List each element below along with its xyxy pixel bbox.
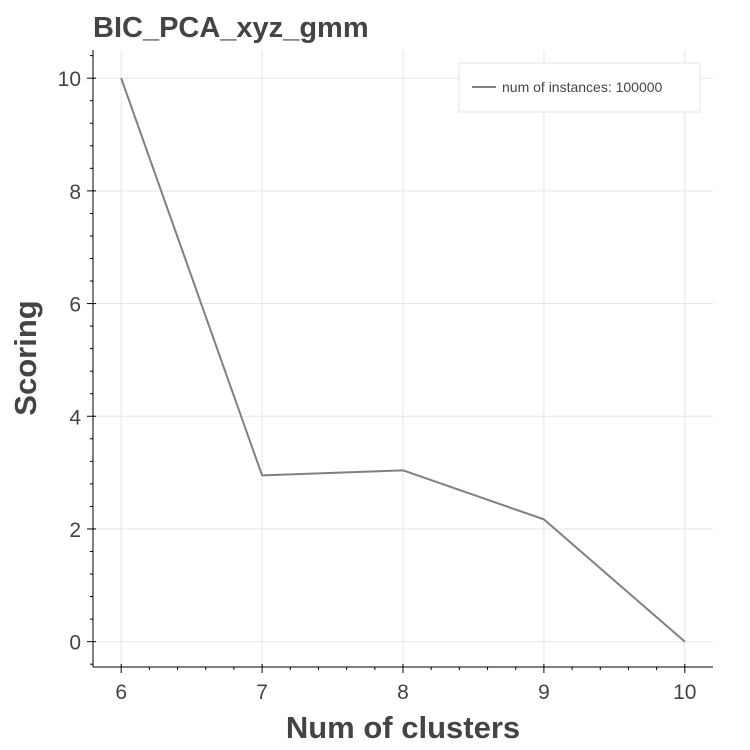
x-axis-label: Num of clusters [286,710,520,745]
y-tick-label: 10 [58,68,81,91]
y-tick-label: 6 [69,294,81,317]
y-tick-label: 0 [69,632,81,655]
legend: num of instances: 100000 [458,62,701,113]
y-tick-label: 4 [69,406,81,429]
x-tick-label: 8 [397,681,409,704]
axes: 6 7 8 9 10 0 2 4 6 8 10 [58,50,713,704]
y-tick-label: 8 [69,181,81,204]
y-tick-label: 2 [69,519,81,542]
x-tick-label: 6 [115,681,127,704]
series-layer [120,77,686,643]
y-axis-label: Scoring [8,300,43,415]
chart-title: BIC_PCA_xyz_gmm [93,12,369,44]
series-line [120,77,686,643]
legend-box [458,62,701,113]
x-tick-label: 7 [256,681,268,704]
legend-label: num of instances: 100000 [502,79,663,95]
x-tick-label: 9 [538,681,550,704]
x-tick-label: 10 [673,681,696,704]
